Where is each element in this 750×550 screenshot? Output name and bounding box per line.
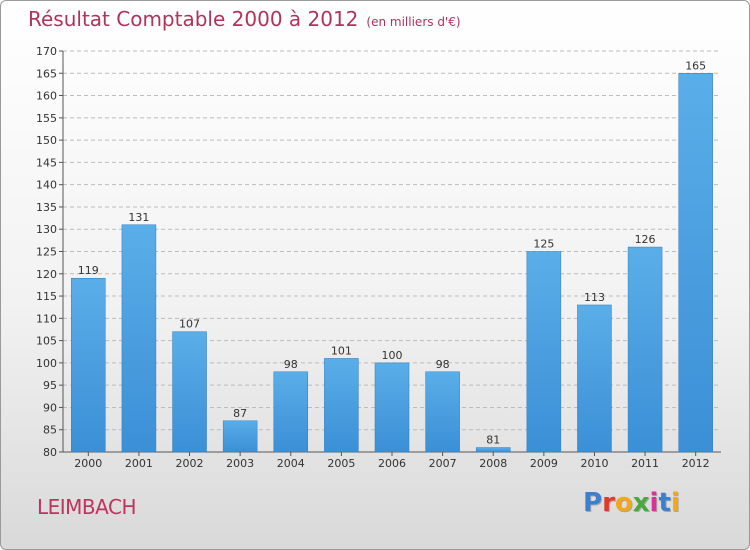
x-tick-label: 2007	[429, 457, 457, 470]
x-tick-label: 2000	[74, 457, 102, 470]
logo-letter: i	[670, 488, 680, 518]
city-name: LEIMBACH	[37, 495, 137, 519]
x-tick-label: 2010	[580, 457, 608, 470]
bar	[425, 371, 460, 453]
data-label: 113	[584, 291, 605, 304]
y-tick-label: 170	[36, 45, 57, 58]
bar	[627, 246, 663, 453]
logo-letter: x	[632, 488, 650, 518]
y-tick-label: 165	[36, 67, 57, 80]
data-label: 87	[233, 407, 247, 420]
y-tick-label: 80	[43, 446, 57, 459]
data-label: 125	[533, 238, 554, 251]
bar	[374, 362, 410, 453]
title-text: Résultat Comptable 2000 à 2012	[28, 7, 359, 31]
x-tick-label: 2011	[631, 457, 659, 470]
x-tick-label: 2012	[682, 457, 710, 470]
y-tick-label: 90	[43, 401, 57, 414]
bar	[71, 277, 106, 453]
y-tick-label: 160	[36, 90, 57, 103]
logo-letter: r	[602, 488, 615, 518]
x-tick-label: 2009	[530, 457, 558, 470]
y-tick-label: 155	[36, 112, 57, 125]
bar	[475, 447, 511, 453]
x-tick-label: 2002	[176, 457, 204, 470]
logo-letter: i	[649, 488, 659, 518]
logo-letter: o	[614, 488, 633, 518]
data-label: 98	[284, 358, 298, 371]
x-tick-label: 2004	[277, 457, 305, 470]
y-tick-label: 105	[36, 335, 57, 348]
y-tick-label: 85	[43, 424, 57, 437]
chart-title: Résultat Comptable 2000 à 2012 (en millie…	[28, 7, 461, 31]
bar	[324, 358, 359, 453]
x-tick-label: 2006	[378, 457, 406, 470]
y-tick-label: 150	[36, 134, 57, 147]
bar	[678, 73, 713, 453]
x-tick-label: 2003	[226, 457, 254, 470]
data-label: 119	[78, 264, 99, 277]
bar	[222, 420, 258, 453]
y-tick-label: 95	[43, 379, 57, 392]
y-tick-label: 145	[36, 156, 57, 169]
data-label: 107	[179, 318, 200, 331]
x-tick-label: 2008	[479, 457, 507, 470]
y-tick-label: 135	[36, 201, 57, 214]
data-label: 98	[436, 358, 450, 371]
y-tick-label: 130	[36, 223, 57, 236]
bar	[273, 371, 309, 453]
data-label: 81	[486, 434, 500, 447]
y-tick-label: 120	[36, 268, 57, 281]
y-tick-label: 100	[36, 357, 57, 370]
data-label: 131	[128, 211, 149, 224]
logo-letter: t	[658, 488, 671, 518]
bar	[121, 224, 157, 453]
data-label: 126	[635, 233, 656, 246]
logo-letter: P	[583, 488, 603, 518]
y-tick-label: 125	[36, 246, 57, 259]
proxiti-logo: Proxiti	[583, 488, 680, 518]
chart-subtitle: (en milliers d'€)	[366, 15, 461, 29]
x-tick-label: 2005	[327, 457, 355, 470]
y-tick-label: 140	[36, 179, 57, 192]
data-label: 101	[331, 344, 352, 357]
bar	[577, 304, 612, 453]
bar	[526, 251, 562, 453]
data-label: 165	[685, 59, 706, 72]
data-label: 100	[382, 349, 403, 362]
y-tick-label: 110	[36, 312, 57, 325]
y-tick-label: 115	[36, 290, 57, 303]
bar	[172, 331, 207, 453]
x-tick-label: 2001	[125, 457, 153, 470]
